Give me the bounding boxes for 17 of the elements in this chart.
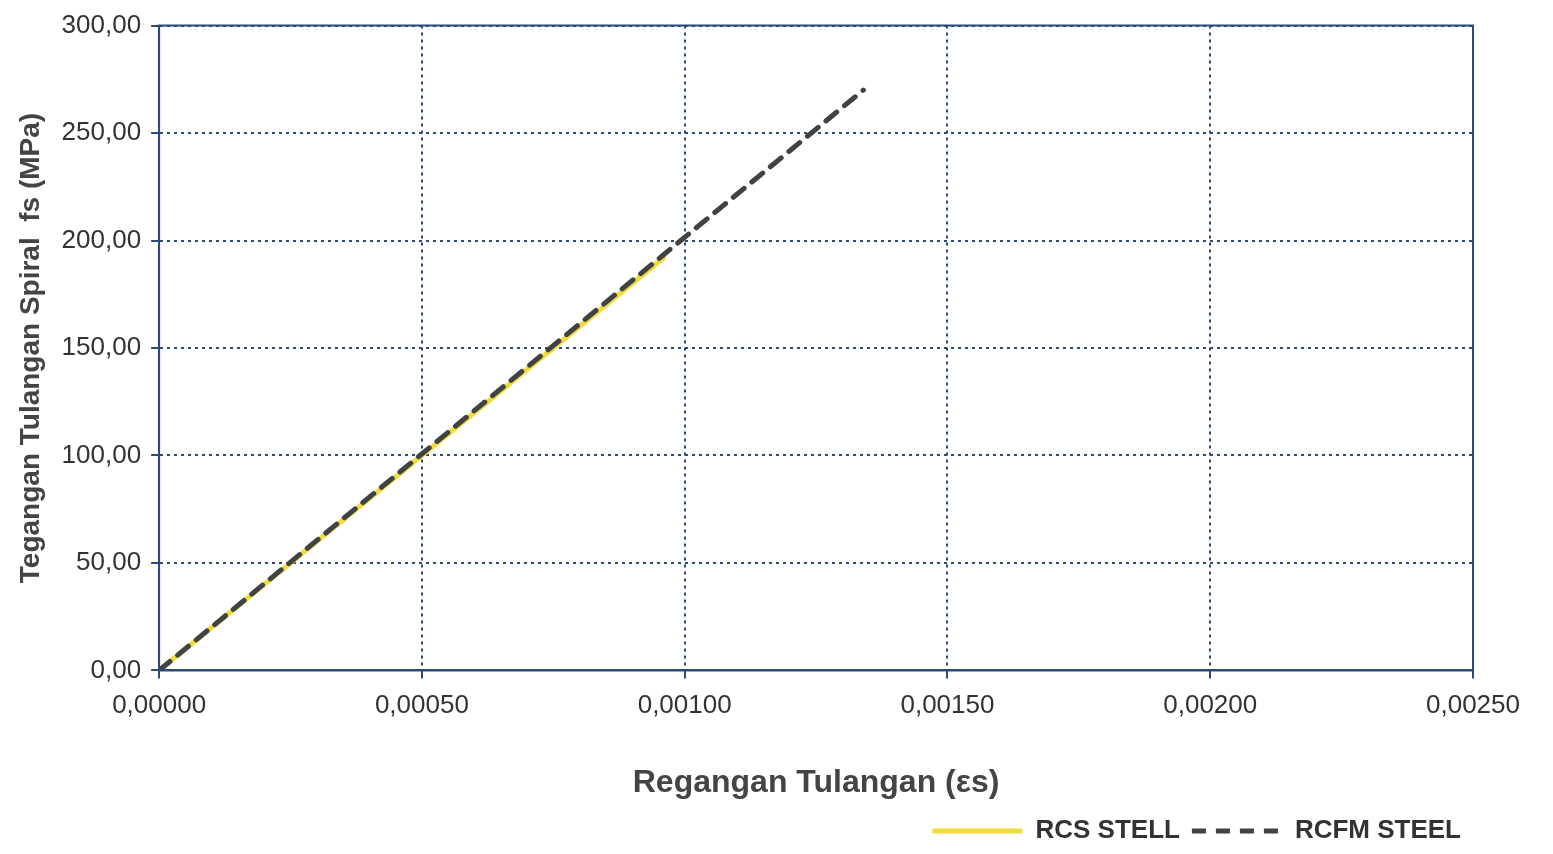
x-tick-label: 0,00250	[1426, 689, 1520, 720]
y-axis-title: Tegangan Tulangan Spiral fs (MPa)	[13, 112, 45, 584]
y-tick-label: 250,00	[61, 116, 142, 147]
x-axis-title: Regangan Tulangan (εs)	[632, 762, 1000, 799]
legend-label: RCFM STEEL	[1294, 814, 1462, 845]
y-tick-label: 300,00	[61, 8, 142, 39]
x-tick-label: 0,00000	[112, 689, 207, 720]
y-tick-label: 150,00	[61, 331, 142, 362]
x-tick-label: 0,00200	[1163, 689, 1258, 720]
x-tick-label: 0,00050	[374, 689, 469, 720]
y-tick-label: 200,00	[61, 223, 142, 254]
x-tick-label: 0,00100	[637, 689, 732, 720]
y-tick-label: 0,00	[90, 653, 142, 684]
y-tick-label: 50,00	[76, 546, 142, 577]
legend-label: RCS STELL	[1035, 814, 1181, 845]
x-tick-label: 0,00150	[900, 689, 995, 720]
y-tick-label: 100,00	[61, 438, 142, 469]
